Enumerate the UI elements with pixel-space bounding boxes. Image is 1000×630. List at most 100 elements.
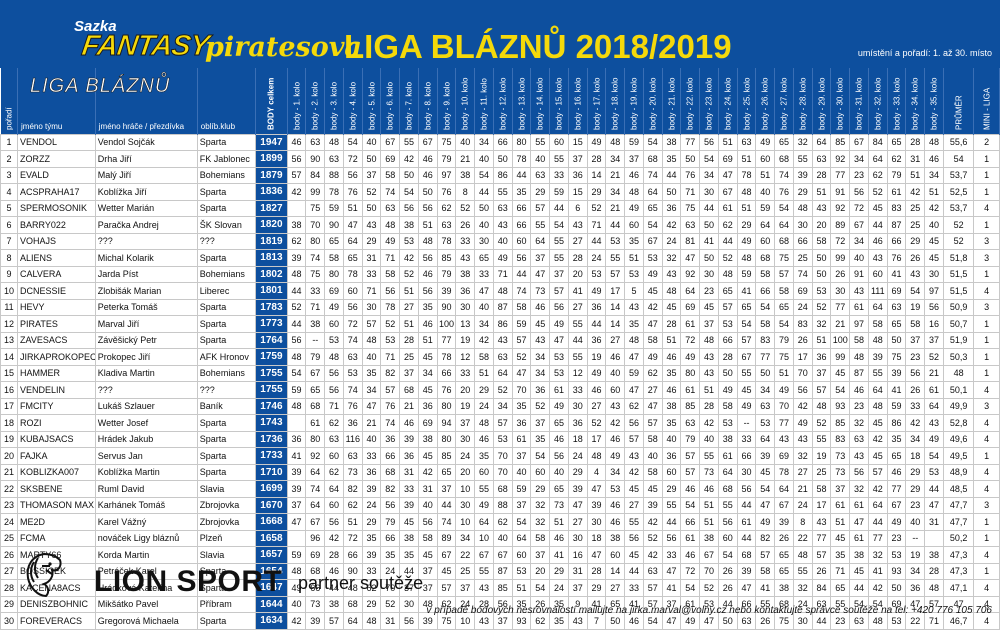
header-round: body - 18. kolo (605, 68, 626, 134)
round-score-cell: 35 (380, 546, 401, 564)
round-score-cell: 45 (436, 562, 457, 580)
player-cell: Jarda Píst (94, 265, 198, 283)
round-score-cell: 51 (699, 496, 719, 514)
round-score-cell: 53 (605, 232, 626, 250)
team-cell: THOMASON MAX (17, 496, 96, 514)
round-score-cell: 72 (342, 150, 363, 168)
header-player: jméno hráče / přezdívka (95, 68, 198, 134)
round-score-cell: 56 (417, 513, 438, 531)
round-score-cell: 62 (324, 414, 344, 432)
team-cell: ALIENS (17, 249, 96, 267)
round-score-cell: 83 (886, 199, 907, 217)
round-score-cell: 21 (605, 166, 626, 184)
round-score-cell: 43 (361, 216, 382, 234)
round-score-cell: 52 (811, 298, 832, 316)
round-score-cell: 45 (830, 364, 851, 382)
round-score-cell: 51 (342, 199, 363, 217)
round-score-cell: 34 (361, 381, 382, 399)
header-round-label: body - 21. kolo (667, 77, 677, 130)
round-score-cell: 46 (586, 381, 607, 399)
round-score-cell: 50 (699, 249, 719, 267)
rank-cell: 15 (0, 364, 18, 382)
total-cell: 1813 (255, 249, 288, 267)
round-score-cell: 46 (286, 133, 307, 151)
round-score-cell: 21 (924, 364, 944, 382)
round-score-cell: 49 (792, 414, 813, 432)
round-score-cell: 30 (586, 513, 607, 531)
round-score-cell: 32 (792, 133, 813, 151)
round-score-cell: 77 (436, 331, 457, 349)
round-score-cell: 17 (792, 348, 813, 366)
round-score-cell: 54 (755, 298, 776, 316)
round-score-cell: 47 (924, 496, 944, 514)
rank-cell: 16 (0, 381, 18, 399)
round-score-cell: 53 (492, 430, 513, 448)
round-score-cell: 56 (380, 496, 401, 514)
round-score-cell: 42 (661, 216, 682, 234)
round-score-cell: 47 (624, 348, 644, 366)
round-score-cell: 79 (436, 150, 457, 168)
avg-cell: 48,9 (942, 463, 975, 481)
club-cell: Zbrojovka (196, 513, 257, 531)
round-score-cell: 17 (586, 430, 607, 448)
round-score-cell: 47 (511, 364, 532, 382)
round-score-cell: 34 (474, 133, 494, 151)
round-score-cell (286, 199, 307, 217)
round-score-cell: 37 (530, 249, 551, 267)
round-score-cell: 36 (661, 447, 682, 465)
round-score-cell: 24 (474, 397, 494, 415)
round-score-cell: 56 (380, 282, 401, 300)
round-score-cell: 60 (530, 463, 551, 481)
round-score-cell: 72 (849, 199, 869, 217)
mini-liga-cell: 3 (973, 232, 1000, 250)
round-score-cell: 19 (586, 348, 607, 366)
round-score-cell: 63 (492, 348, 513, 366)
round-score-cell: 46 (417, 166, 438, 184)
round-score-cell: 67 (736, 348, 757, 366)
round-score-cell: 74 (380, 414, 401, 432)
round-score-cell: 66 (680, 513, 701, 531)
round-score-cell: 69 (380, 150, 401, 168)
round-score-cell: 45 (924, 249, 944, 267)
table-row: 23 THOMASON MAX Karhánek Tomáš Zbrojovka 167… (0, 496, 1000, 514)
round-score-cell: 59 (511, 315, 532, 333)
round-score-cell: 38 (417, 430, 438, 448)
round-score-cell: 71 (492, 265, 513, 283)
table-row: 24 ME2D Karel Vážný Zbrojovka 1668 47 67 56 51 29… (0, 513, 1000, 531)
logo-fantasy: FANTASY (79, 30, 211, 63)
club-cell: Bohemians (196, 166, 257, 184)
round-score-cell: 65 (436, 463, 457, 481)
round-score-cell: 38 (455, 265, 476, 283)
round-score-cell: 47 (642, 315, 663, 333)
round-score-cell: 57 (736, 331, 757, 349)
round-score-cell: 52 (492, 381, 513, 399)
round-score-cell: 43 (474, 579, 494, 597)
round-score-cell: 51 (736, 150, 757, 168)
round-score-cell: 74 (642, 166, 663, 184)
round-score-cell: 63 (755, 397, 776, 415)
round-score-cell: 14 (605, 315, 626, 333)
round-score-cell: 36 (399, 447, 419, 465)
club-cell: Plzeň (196, 529, 257, 547)
player-cell: Wetter Josef (94, 414, 198, 432)
round-score-cell: 50 (492, 150, 513, 168)
table-row: 20 FAJKA Servus Jan Sparta 1733 41 92 60 63 33 66 3… (0, 447, 1000, 465)
round-score-cell: 76 (774, 183, 794, 201)
round-score-cell: 23 (905, 348, 926, 366)
avg-cell: 54 (942, 150, 975, 168)
header-round: body - 30. kolo (830, 68, 851, 134)
round-score-cell: 83 (755, 331, 776, 349)
round-score-cell: 53 (399, 232, 419, 250)
avg-cell: 51,5 (942, 282, 975, 300)
round-score-cell: 59 (755, 199, 776, 217)
round-score-cell: 31 (905, 150, 926, 168)
round-score-cell: 44 (549, 199, 569, 217)
round-score-cell: 53 (586, 265, 607, 283)
header-mini-liga: MINI - LIGA (973, 68, 1000, 134)
round-score-cell: 38 (849, 546, 869, 564)
round-score-cell: 63 (305, 133, 326, 151)
team-cell: DCNESSIE (17, 282, 96, 300)
round-score-cell: 92 (830, 150, 851, 168)
round-score-cell: 38 (399, 529, 419, 547)
round-score-cell: 83 (792, 315, 813, 333)
